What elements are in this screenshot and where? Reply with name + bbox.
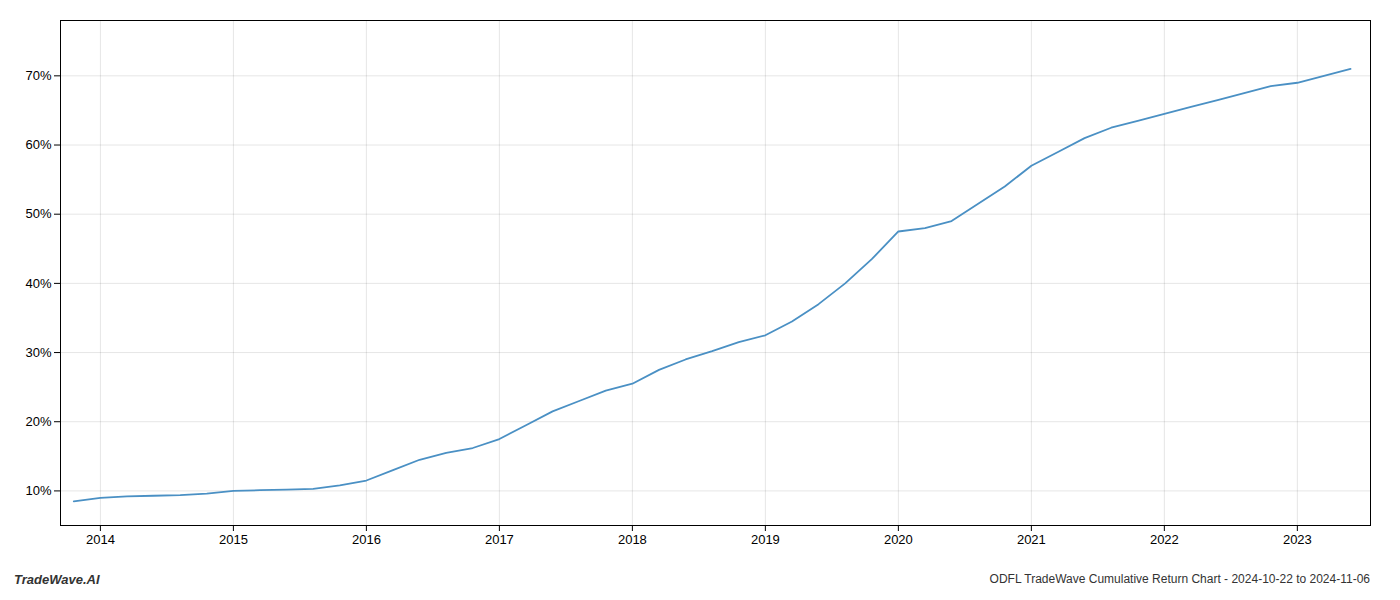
svg-text:2023: 2023 [1283, 532, 1312, 547]
html-text:ODFL TradeWave Cumulative Retu: ODFL TradeWave Cumulative Return Chart -… [989, 572, 1370, 586]
svg-text:2019: 2019 [751, 532, 780, 547]
svg-text:30%: 30% [25, 345, 51, 360]
svg-text:2021: 2021 [1017, 532, 1046, 547]
html-text:TradeWave.AI: TradeWave.AI [14, 571, 100, 587]
svg-text:70%: 70% [25, 68, 51, 83]
svg-text:2016: 2016 [352, 532, 381, 547]
svg-text:2020: 2020 [884, 532, 913, 547]
svg-text:10%: 10% [25, 483, 51, 498]
svg-text:20%: 20% [25, 414, 51, 429]
svg-text:2014: 2014 [86, 532, 115, 547]
svg-text:2018: 2018 [618, 532, 647, 547]
svg-text:2015: 2015 [219, 532, 248, 547]
svg-text:60%: 60% [25, 137, 51, 152]
svg-text:2017: 2017 [485, 532, 514, 547]
svg-text:2022: 2022 [1150, 532, 1179, 547]
svg-text:50%: 50% [25, 206, 51, 221]
svg-text:40%: 40% [25, 276, 51, 291]
